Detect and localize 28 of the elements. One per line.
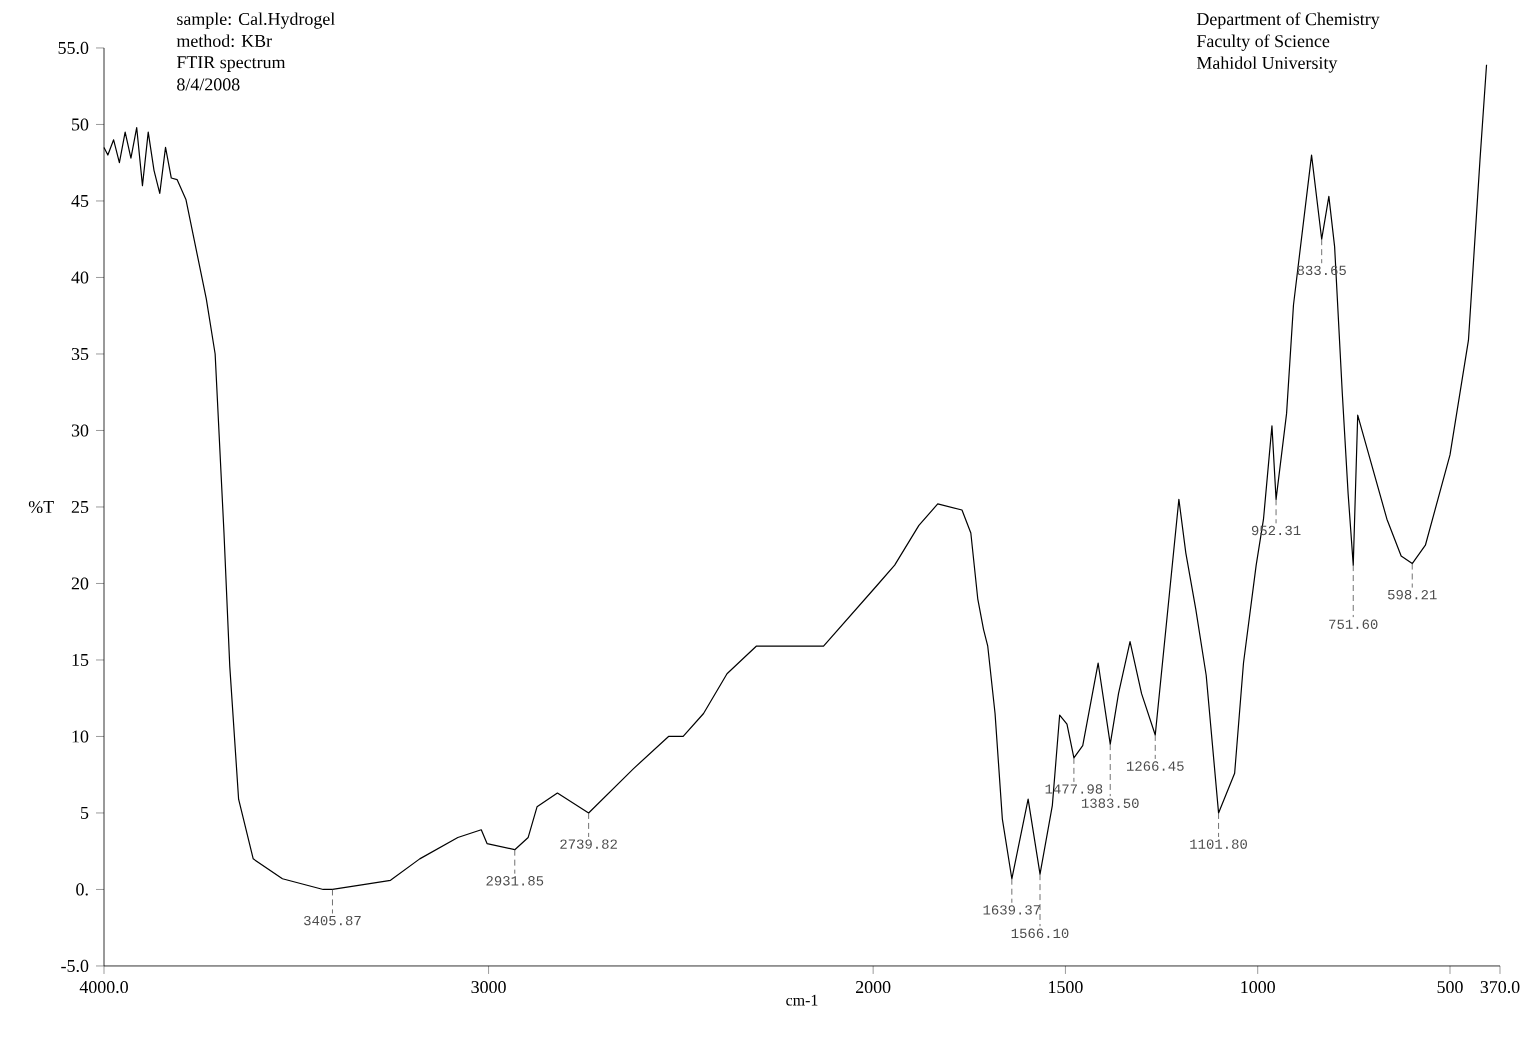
x-tick-label: 370.0	[1480, 981, 1520, 994]
y-tick-label: 15	[72, 653, 89, 666]
annotation: Mahidol University	[1196, 56, 1338, 73]
y-tick-label: 35	[71, 347, 89, 361]
y-axis-title: %T	[28, 500, 54, 514]
y-tick-label: 20	[71, 577, 89, 590]
y-tick-label: 30	[71, 424, 89, 437]
x-tick-label: 2000	[855, 981, 891, 994]
text: sample: Cal.Hydrogel	[177, 12, 335, 29]
y-tick-label: 45	[71, 194, 89, 207]
annotation: Faculty of Science	[1196, 34, 1330, 51]
y-tick-label: 10	[72, 730, 89, 743]
y-tick-label: 55.0	[58, 41, 89, 55]
x-tick-label: 500	[1437, 981, 1463, 994]
x-tick-label: 1500	[1049, 981, 1083, 994]
text: Department of Chemistry	[1196, 12, 1380, 29]
y-tick-label: 5	[81, 807, 89, 819]
y-tick-label: -5.0	[61, 959, 89, 973]
x-tick-label: 1000	[1241, 981, 1275, 994]
y-tick-label: 0.	[76, 883, 88, 896]
x-tick-label: 4000.0	[79, 981, 128, 994]
y-tick-label: 25	[71, 500, 89, 514]
annotation: FTIR spectrum	[176, 56, 286, 72]
annotation: 8/4/2008	[177, 78, 240, 91]
y-tick-label: 40	[71, 271, 89, 284]
x-tick-label: 3000	[471, 981, 506, 994]
text: method: KBr	[176, 34, 272, 48]
y-tick-label: 50	[72, 118, 89, 131]
